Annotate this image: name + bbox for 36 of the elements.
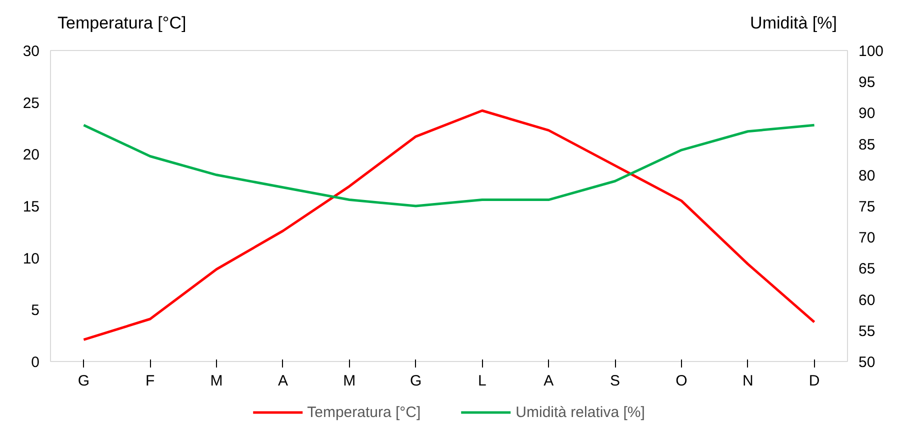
y-tick-label: 25 xyxy=(22,94,40,112)
x-tick-label: A xyxy=(278,372,288,390)
y-tick-label: 15 xyxy=(22,198,40,216)
x-tick-label: D xyxy=(808,372,820,390)
y2-axis-title: Umidità [%] xyxy=(750,14,837,32)
y2-tick-label: 80 xyxy=(858,167,876,184)
y-tick-label: 5 xyxy=(31,302,40,320)
line-series xyxy=(82,124,816,208)
x-tick-label: G xyxy=(410,372,422,390)
y2-tick-label: 65 xyxy=(858,260,876,278)
y-axis-title: Temperatura [°C] xyxy=(58,14,186,32)
y2-tick-label: 55 xyxy=(858,322,876,340)
y2-tick-label: 70 xyxy=(858,230,876,247)
y-tick-label: 10 xyxy=(22,250,40,268)
y2-tick-label: 90 xyxy=(858,105,876,122)
x-tick-label: O xyxy=(676,372,688,390)
x-tick-label: L xyxy=(478,372,486,390)
y-tick-label: 0 xyxy=(31,354,40,371)
x-tick-label: A xyxy=(544,372,554,390)
x-tick-label: F xyxy=(146,372,155,390)
x-tick-label: M xyxy=(343,372,356,390)
y2-tick-label: 50 xyxy=(858,354,876,371)
x-tick-label: M xyxy=(210,372,223,390)
legend-label: Umidità relativa [%] xyxy=(516,404,645,420)
legend-label: Temperatura [°C] xyxy=(307,404,421,420)
y2-tick-label: 85 xyxy=(858,136,876,154)
y2-tick-label: 60 xyxy=(858,292,876,309)
y2-tick-label: 100 xyxy=(858,43,884,60)
x-tick-label: S xyxy=(610,372,620,390)
line-series xyxy=(82,109,816,341)
y-tick-label: 30 xyxy=(22,43,40,60)
y2-tick-label: 75 xyxy=(858,198,876,216)
y2-tick-label: 95 xyxy=(858,74,876,92)
x-tick-label: N xyxy=(742,372,754,390)
x-tick-label: G xyxy=(78,372,90,390)
y-tick-label: 20 xyxy=(22,146,40,164)
